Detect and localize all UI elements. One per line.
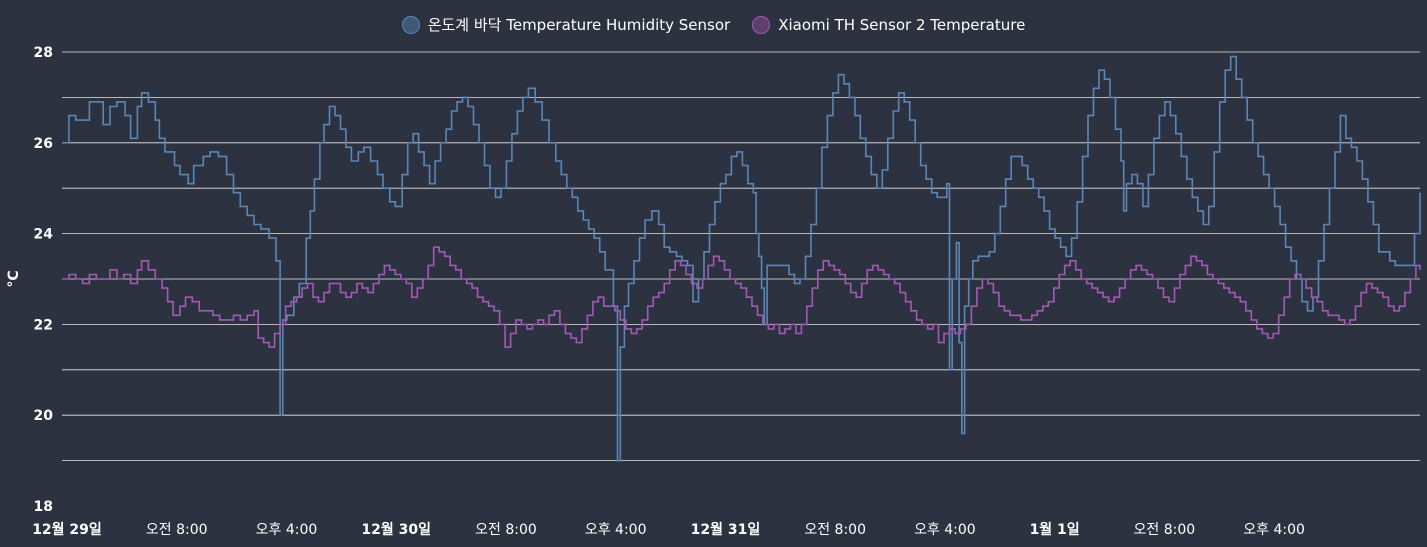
y-tick-label: 26 [34, 136, 53, 152]
y-axis-label: °C [6, 270, 22, 287]
x-tick-label: 12월 29일 [32, 521, 102, 538]
legend-swatch-series2 [752, 15, 771, 34]
x-tick-label: 12월 30일 [361, 521, 431, 538]
x-tick-label: 오후 4:00 [914, 522, 976, 538]
legend-item-series1[interactable]: 온도계 바닥 Temperature Humidity Sensor [401, 14, 731, 35]
series-lines [62, 55, 1421, 462]
x-axis-ticks: 12월 29일 오전 8:00 오후 4:00 12월 30일 오전 8:00 오후 4:… [32, 521, 1305, 538]
chart-legend: 온도계 바닥 Temperature Humidity Sensor Xiaom… [0, 14, 1427, 35]
y-axis-ticks: 18 20 22 24 26 28 [34, 45, 54, 515]
y-tick-label: 20 [34, 408, 54, 424]
y-tick-label: 22 [34, 317, 53, 333]
y-tick-label: 18 [34, 499, 53, 515]
legend-swatch-series1 [401, 15, 420, 34]
x-tick-label: 12월 31일 [691, 521, 761, 538]
x-tick-label: 오전 8:00 [804, 522, 866, 538]
x-tick-label: 1월 1일 [1030, 521, 1080, 538]
y-tick-label: 28 [34, 45, 53, 61]
y-tick-label: 24 [34, 227, 54, 243]
x-tick-label: 오후 4:00 [256, 522, 318, 538]
series-line-1[interactable] [62, 55, 1421, 462]
legend-label-series2: Xiaomi TH Sensor 2 Temperature [778, 15, 1026, 34]
x-tick-label: 오후 4:00 [585, 522, 647, 538]
series-line-2[interactable] [62, 246, 1421, 348]
x-tick-label: 오후 4:00 [1243, 522, 1305, 538]
x-tick-label: 오전 8:00 [475, 522, 537, 538]
grid-lines [62, 51, 1420, 462]
legend-item-series2[interactable]: Xiaomi TH Sensor 2 Temperature [752, 14, 1025, 35]
x-tick-label: 오전 8:00 [1134, 522, 1196, 538]
x-tick-label: 오전 8:00 [146, 522, 208, 538]
legend-label-series1: 온도계 바닥 Temperature Humidity Sensor [427, 16, 731, 34]
